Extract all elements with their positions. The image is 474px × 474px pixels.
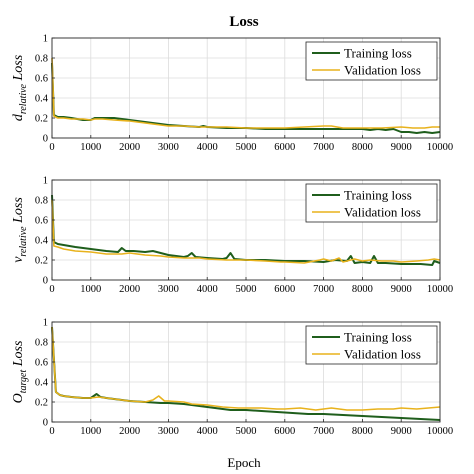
y-axis-label: drelative Loss (11, 54, 29, 121)
legend: Training loss Validation loss (305, 325, 438, 365)
legend-box (305, 183, 438, 223)
x-tick-label: 3000 (158, 284, 179, 295)
x-tick-label: 7000 (313, 284, 334, 295)
x-tick-label: 0 (49, 142, 54, 153)
x-tick-label: 4000 (197, 142, 218, 153)
y-tick-label: 0 (43, 276, 48, 287)
y-axis-label: vrelative Loss (11, 197, 29, 263)
y-tick-label: 0.2 (35, 256, 48, 267)
legend-box (305, 41, 438, 81)
x-tick-label: 6000 (274, 142, 295, 153)
y-tick-label: 1 (43, 176, 48, 187)
x-tick-label: 7000 (313, 142, 334, 153)
y-tick-label: 0.2 (35, 114, 48, 125)
x-tick-label: 2000 (119, 142, 140, 153)
x-tick-label: 4000 (197, 284, 218, 295)
x-tick-label: 10000 (427, 284, 453, 295)
legend-label: Validation loss (344, 347, 421, 362)
y-tick-label: 0.6 (35, 358, 48, 369)
x-tick-label: 1000 (80, 426, 101, 437)
training-loss-line (51, 194, 441, 266)
x-tick-label: 8000 (352, 426, 373, 437)
validation-loss-line (51, 199, 441, 264)
y-tick-label: 0 (43, 134, 48, 145)
x-tick-label: 5000 (236, 284, 257, 295)
x-tick-label: 2000 (119, 426, 140, 437)
x-tick-label: 7000 (313, 426, 334, 437)
legend-label: Training loss (344, 330, 412, 345)
y-tick-label: 0 (43, 418, 48, 429)
chart-panel-3: 0 1000 2000 3000 4000 5000 6000 7000 8000 9000 100… (11, 318, 453, 438)
legend-label: Training loss (344, 46, 412, 61)
x-tick-label: 1000 (80, 284, 101, 295)
x-tick-label: 10000 (427, 426, 453, 437)
y-tick-label: 0.6 (35, 74, 48, 85)
y-tick-label: 0.8 (35, 54, 48, 65)
x-tick-label: 8000 (352, 142, 373, 153)
y-axis-label: Otarget Loss (11, 340, 29, 403)
validation-loss-line (51, 326, 441, 411)
y-tick-label: 0.8 (35, 338, 48, 349)
x-tick-label: 10000 (427, 142, 453, 153)
chart-panel-1: 0 1000 2000 3000 4000 5000 6000 7000 8000 9000 100… (11, 34, 453, 154)
y-tick-label: 1 (43, 318, 48, 329)
legend-label: Training loss (344, 188, 412, 203)
x-tick-label: 4000 (197, 426, 218, 437)
legend-label: Validation loss (344, 205, 421, 220)
y-tick-label: 1 (43, 34, 48, 45)
x-tick-label: 6000 (274, 426, 295, 437)
y-tick-label: 0.4 (35, 236, 49, 247)
x-tick-label: 6000 (274, 284, 295, 295)
x-tick-label: 3000 (158, 142, 179, 153)
y-tick-label: 0.4 (35, 378, 49, 389)
y-tick-label: 0.6 (35, 216, 48, 227)
y-tick-label: 0.8 (35, 196, 48, 207)
x-tick-label: 9000 (391, 284, 412, 295)
x-tick-label: 0 (49, 284, 54, 295)
legend-label: Validation loss (344, 63, 421, 78)
x-tick-label: 0 (49, 426, 54, 437)
x-tick-label: 9000 (391, 426, 412, 437)
figure-title: Loss (229, 14, 258, 30)
x-tick-label: 9000 (391, 142, 412, 153)
chart-panel-2: 0 1000 2000 3000 4000 5000 6000 7000 8000 9000 100… (11, 176, 453, 296)
x-tick-label: 8000 (352, 284, 373, 295)
validation-loss-line (51, 57, 440, 129)
y-tick-label: 0.4 (35, 94, 49, 105)
x-tick-label: 1000 (80, 142, 101, 153)
x-tick-label: 5000 (236, 426, 257, 437)
y-tick-label: 0.2 (35, 398, 48, 409)
legend: Training loss Validation loss (305, 41, 438, 81)
x-tick-label: 2000 (119, 284, 140, 295)
legend-box (305, 325, 438, 365)
x-tick-label: 3000 (158, 426, 179, 437)
x-axis-label: Epoch (227, 455, 261, 470)
x-tick-label: 5000 (236, 142, 257, 153)
legend: Training loss Validation loss (305, 183, 438, 223)
